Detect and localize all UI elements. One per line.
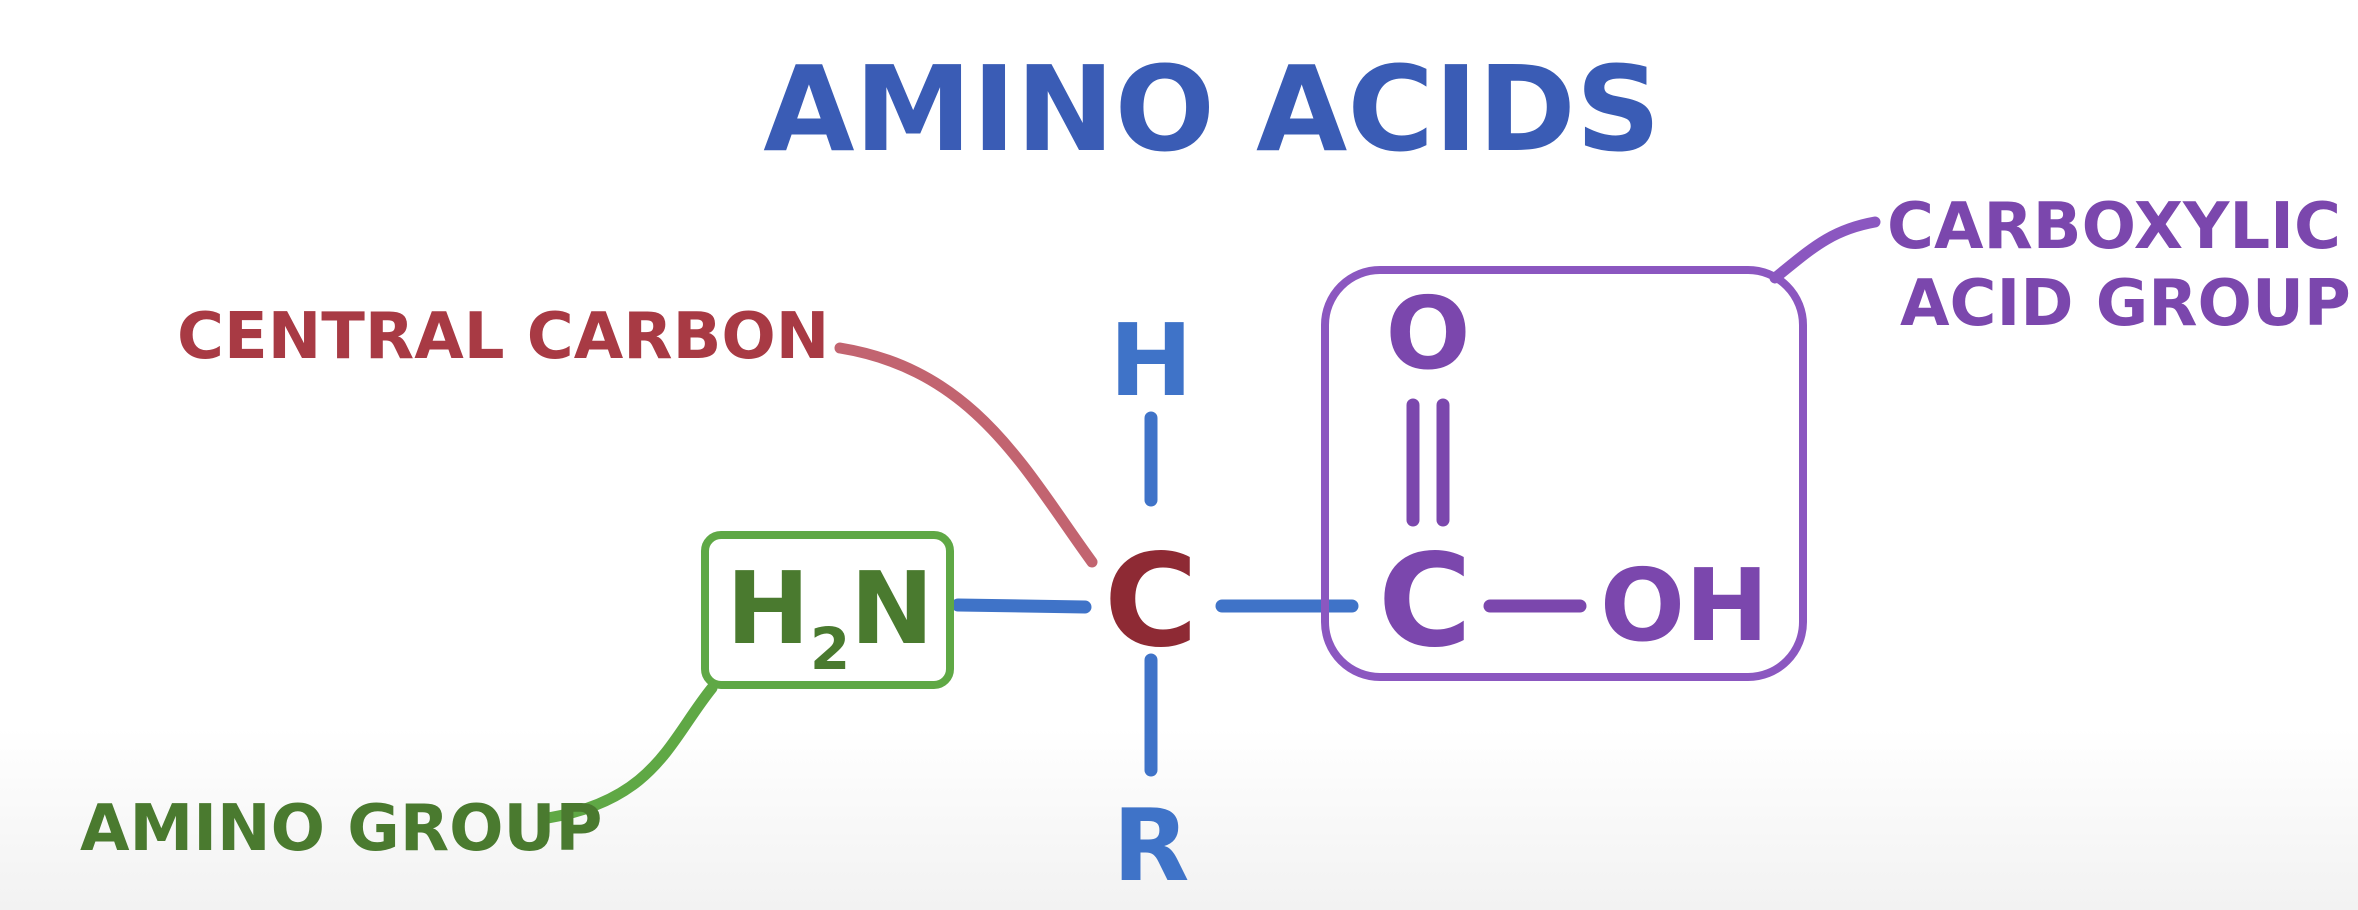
hydroxyl-group: OH <box>1600 547 1769 664</box>
carboxyl-group-pointer <box>1775 222 1875 278</box>
carboxyl-carbon: C <box>1378 527 1472 676</box>
amino-group-label: AMINO GROUP <box>80 792 602 866</box>
page-title: AMINO ACIDS <box>763 40 1661 178</box>
central-carbon-label: CENTRAL CARBON <box>177 300 829 374</box>
carbonyl-oxygen: O <box>1385 275 1470 392</box>
amine-h: H <box>726 550 810 667</box>
amine-n: N <box>850 550 934 667</box>
amine-subscript: 2 <box>810 615 850 683</box>
hydrogen-atom: H <box>1109 302 1193 419</box>
central-carbon-atom: C <box>1104 527 1198 676</box>
carboxyl-label-line2: ACID GROUP <box>1900 267 2351 341</box>
bond-n-c <box>958 605 1085 607</box>
central-carbon-pointer <box>840 348 1092 562</box>
double-bond <box>1413 405 1443 520</box>
amine-formula: H2N <box>726 550 934 683</box>
r-group-atom: R <box>1112 787 1189 904</box>
carboxyl-label-line1: CARBOXYLIC <box>1887 190 2341 264</box>
